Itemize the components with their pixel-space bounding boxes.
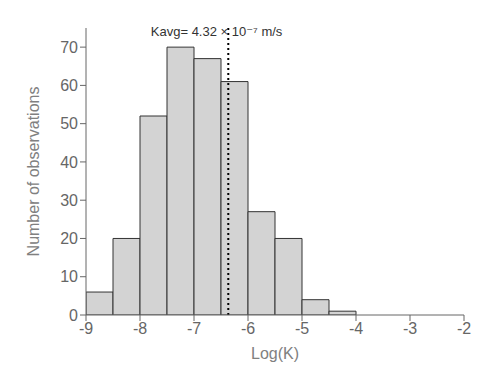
svg-text:20: 20	[60, 230, 78, 247]
svg-text:0: 0	[69, 307, 78, 324]
svg-text:Number of observations: Number of observations	[25, 87, 42, 257]
svg-text:50: 50	[60, 115, 78, 132]
svg-text:60: 60	[60, 77, 78, 94]
svg-text:-9: -9	[79, 320, 93, 337]
svg-text:-4: -4	[349, 320, 363, 337]
svg-text:70: 70	[60, 39, 78, 56]
svg-text:-2: -2	[457, 320, 471, 337]
svg-text:-8: -8	[133, 320, 147, 337]
svg-text:40: 40	[60, 154, 78, 171]
svg-text:Log(K): Log(K)	[251, 345, 299, 362]
svg-text:-6: -6	[241, 320, 255, 337]
svg-text:-3: -3	[403, 320, 417, 337]
svg-text:-7: -7	[187, 320, 201, 337]
svg-text:-5: -5	[295, 320, 309, 337]
svg-text:Kavg= 4.32 × 10⁻⁷ m/s: Kavg= 4.32 × 10⁻⁷ m/s	[151, 24, 283, 39]
svg-text:30: 30	[60, 192, 78, 209]
svg-text:10: 10	[60, 268, 78, 285]
